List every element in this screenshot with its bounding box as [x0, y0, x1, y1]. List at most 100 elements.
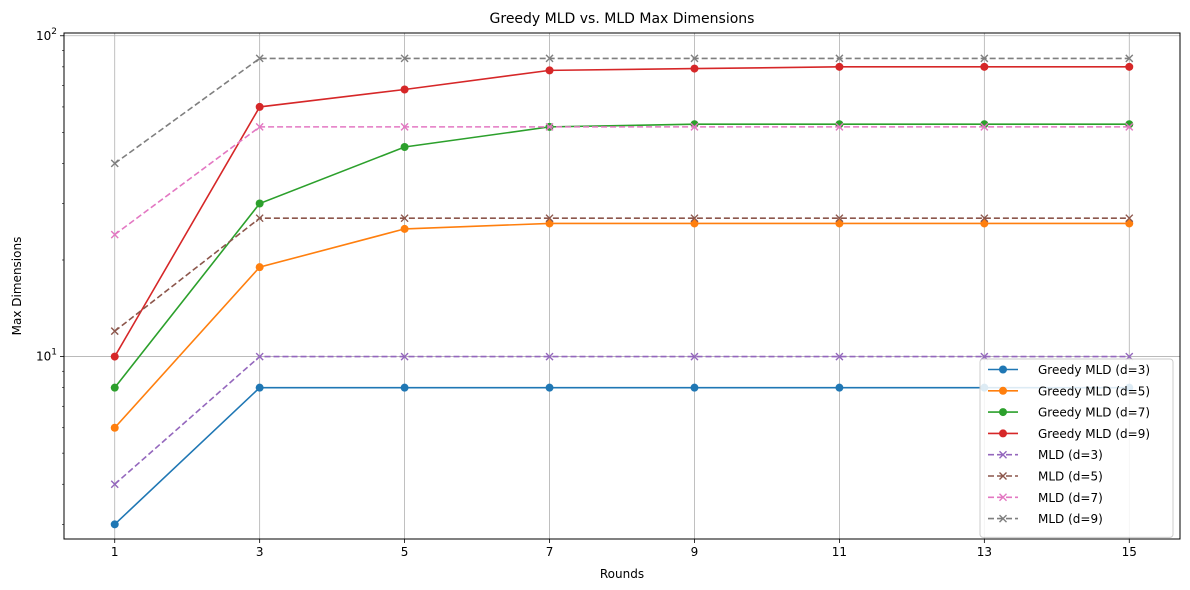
data-point: [835, 122, 844, 131]
data-point: [690, 54, 699, 63]
data-point: [545, 122, 554, 131]
legend-label: MLD (d=3): [1038, 448, 1103, 462]
data-point: [400, 54, 409, 63]
data-point: [835, 62, 844, 71]
data-point: [545, 54, 554, 63]
x-tick-label: 11: [832, 545, 847, 559]
legend-swatch-marker: [999, 386, 1007, 395]
data-point: [980, 54, 989, 63]
series-5: [110, 352, 1134, 489]
data-point: [110, 159, 119, 168]
y-tick-base: 10: [36, 350, 51, 364]
data-point: [400, 122, 409, 131]
legend-box: [979, 358, 1174, 538]
legend-item: Greedy MLD (d=9): [988, 427, 1150, 441]
data-point: [400, 383, 409, 392]
x-tick-label: 5: [401, 545, 409, 559]
chart-title: Greedy MLD vs. MLD Max Dimensions: [490, 11, 755, 27]
data-point: [835, 54, 844, 63]
legend-label: Greedy MLD (d=9): [1038, 427, 1150, 441]
legend-swatch-marker: [999, 365, 1007, 374]
legend-label: Greedy MLD (d=7): [1038, 406, 1150, 420]
data-point: [1125, 54, 1134, 63]
data-point: [255, 263, 264, 272]
x-axis: 1 3 5 7 9 11 13 15: [111, 539, 1137, 559]
data-point: [255, 122, 264, 131]
data-point: [255, 199, 264, 208]
data-point: [980, 122, 989, 131]
legend-label: MLD (d=5): [1038, 470, 1103, 484]
legend-swatch-marker: [999, 514, 1007, 523]
data-point: [545, 219, 554, 228]
legend-item: Greedy MLD (d=7): [988, 406, 1150, 420]
legend-label: MLD (d=9): [1038, 512, 1103, 526]
legend: Greedy MLD (d=3) Greedy MLD (d=5) Greedy M…: [979, 358, 1174, 538]
x-tick-label: 7: [546, 545, 554, 559]
series-line: [114, 355, 1130, 485]
data-point: [835, 352, 844, 361]
data-point: [110, 352, 119, 361]
legend-swatch-marker: [999, 429, 1007, 438]
data-point: [690, 64, 699, 73]
legend-swatch-marker: [999, 408, 1007, 417]
legend-item: Greedy MLD (d=3): [988, 363, 1150, 377]
series-line: [114, 126, 1130, 236]
y-tick-label: 102: [36, 27, 57, 43]
data-point: [110, 383, 119, 392]
data-point: [980, 219, 989, 228]
y-axis-label: Max Dimensions: [10, 237, 24, 336]
series-6: [110, 214, 1134, 336]
legend-item: MLD (d=7): [988, 491, 1103, 505]
data-point: [1125, 122, 1134, 131]
legend-label: MLD (d=7): [1038, 491, 1103, 505]
data-point: [545, 383, 554, 392]
y-tick-label: 101: [36, 348, 57, 364]
x-tick-label: 15: [1122, 545, 1137, 559]
data-point: [690, 383, 699, 392]
series-8: [110, 54, 1134, 168]
data-point: [255, 54, 264, 63]
series-line: [114, 386, 1130, 525]
data-point: [400, 224, 409, 233]
series-3: [110, 120, 1134, 392]
data-point: [690, 352, 699, 361]
legend-label: Greedy MLD (d=3): [1038, 363, 1150, 377]
series-4: [110, 62, 1134, 361]
legend-swatch-marker: [999, 450, 1007, 459]
data-point: [690, 122, 699, 131]
series-line: [114, 222, 1130, 429]
data-point: [400, 85, 409, 94]
data-point: [400, 214, 409, 223]
data-point: [1125, 219, 1134, 228]
data-point: [255, 102, 264, 111]
data-point: [1125, 62, 1134, 71]
x-tick-label: 3: [256, 545, 264, 559]
series-line: [114, 66, 1130, 357]
legend-item: MLD (d=3): [988, 448, 1103, 462]
data-point: [835, 219, 844, 228]
legend-swatch-marker: [999, 472, 1007, 480]
y-tick-exponent: 1: [51, 348, 57, 358]
series-line: [114, 57, 1130, 165]
data-point: [835, 214, 844, 223]
data-point: [110, 423, 119, 432]
y-tick-exponent: 2: [51, 27, 57, 37]
data-point: [545, 66, 554, 75]
series-line: [114, 123, 1130, 389]
series-line: [114, 217, 1130, 332]
y-tick-base: 10: [36, 29, 51, 43]
x-tick-label: 1: [111, 545, 119, 559]
legend-label: Greedy MLD (d=5): [1038, 384, 1150, 398]
data-point: [110, 520, 119, 529]
data-point: [980, 62, 989, 71]
series-2: [110, 219, 1134, 432]
data-point: [1125, 214, 1134, 223]
data-point: [110, 480, 119, 489]
data-point: [835, 383, 844, 392]
data-point: [400, 352, 409, 361]
legend-item: Greedy MLD (d=5): [988, 384, 1150, 398]
plot-frame: [63, 32, 1181, 540]
legend-swatch-marker: [999, 493, 1007, 502]
